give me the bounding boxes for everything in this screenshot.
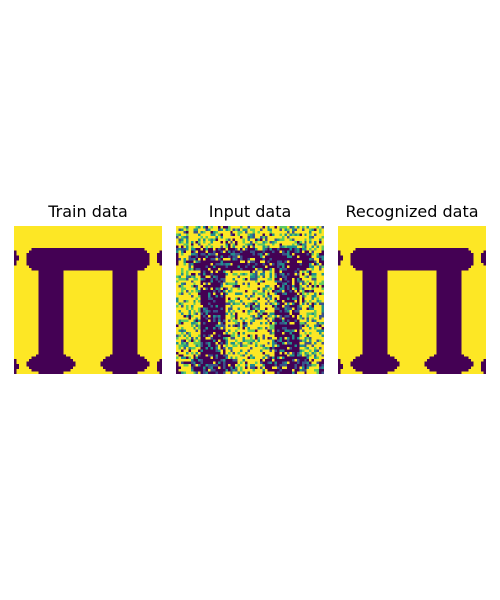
panel-title: Recognized data bbox=[345, 202, 479, 221]
panel-title: Input data bbox=[208, 202, 292, 221]
panel-input-data: Input data bbox=[176, 200, 324, 374]
panel-train-data: Train data bbox=[14, 200, 162, 374]
input-data-image bbox=[176, 226, 324, 374]
panel-title: Train data bbox=[48, 202, 128, 221]
train-data-image bbox=[14, 226, 162, 374]
panel-recognized-data: Recognized data bbox=[338, 200, 486, 374]
recognized-data-image bbox=[338, 226, 486, 374]
